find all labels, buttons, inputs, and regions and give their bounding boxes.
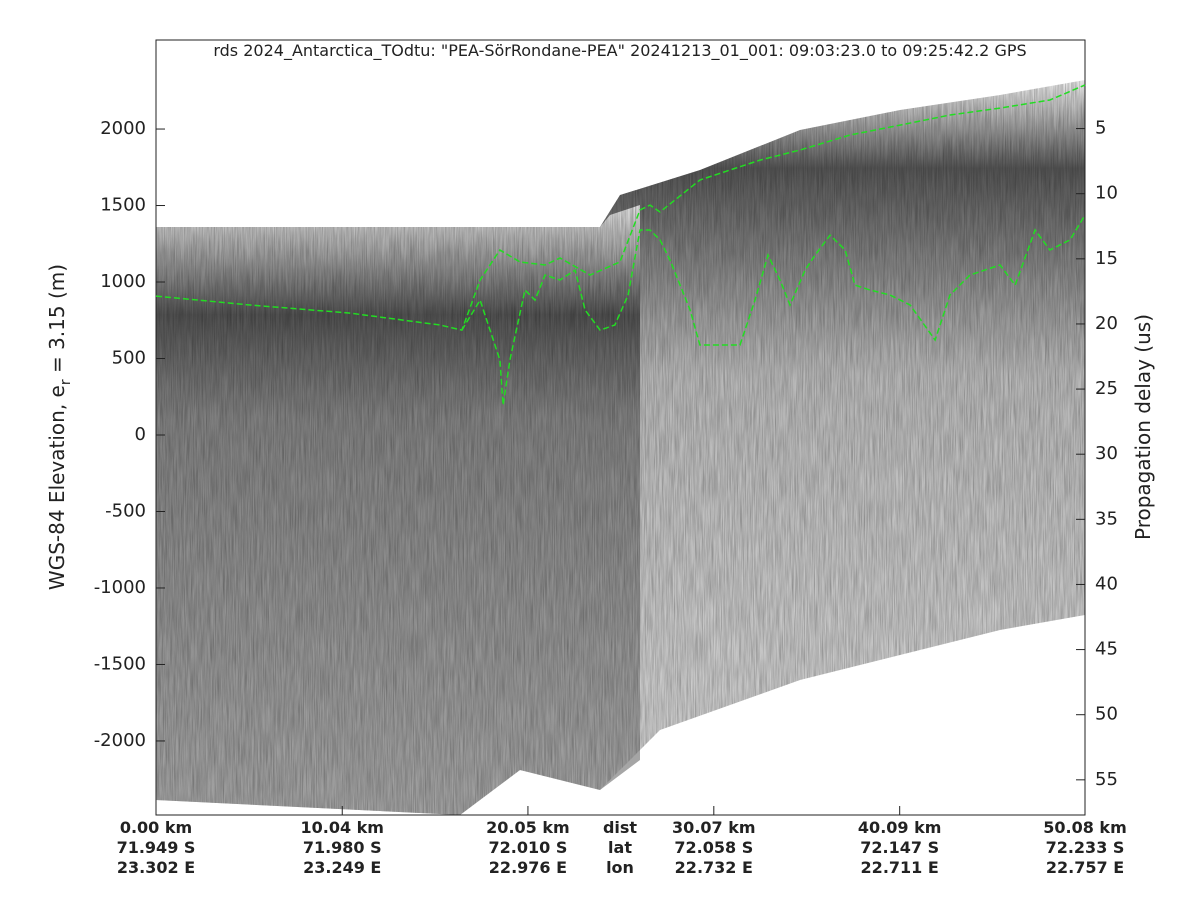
y-tick-label: 1000 bbox=[100, 271, 146, 292]
layer-pick bbox=[461, 214, 1086, 406]
y2-tick-label: 20 bbox=[1095, 313, 1118, 334]
y2-tick-label: 10 bbox=[1095, 183, 1118, 204]
y2-axis-label: Propagation delay (us) bbox=[1131, 314, 1155, 540]
y-label-rest: = 3.15 (m) bbox=[45, 264, 69, 379]
lat-label: 72.147 S bbox=[860, 838, 939, 857]
x-tick-label: 30.07 km bbox=[672, 818, 756, 837]
y-label-main: WGS-84 Elevation, e bbox=[45, 385, 69, 590]
y-tick-label: 2000 bbox=[100, 118, 146, 139]
y-tick-label: -500 bbox=[105, 500, 146, 521]
y-tick-label: -1500 bbox=[94, 653, 146, 674]
layer-pick bbox=[155, 84, 1086, 331]
y-tick-label: 1500 bbox=[100, 195, 146, 216]
x-tick-label: 0.00 km bbox=[120, 818, 192, 837]
y2-tick-label: 40 bbox=[1095, 573, 1118, 594]
y-tick-label: 500 bbox=[112, 348, 146, 369]
x-tick-label: 40.09 km bbox=[858, 818, 942, 837]
y2-tick-label: 50 bbox=[1095, 704, 1118, 725]
x-tick-label: 10.04 km bbox=[300, 818, 384, 837]
lat-label: 71.949 S bbox=[117, 838, 196, 857]
y2-tick-label: 35 bbox=[1095, 508, 1118, 529]
row-name: lon bbox=[606, 858, 634, 877]
y-tick-label: 0 bbox=[135, 424, 146, 445]
lon-label: 23.249 E bbox=[303, 858, 381, 877]
y-tick-label: -2000 bbox=[94, 730, 146, 751]
lon-label: 22.732 E bbox=[675, 858, 753, 877]
lon-label: 22.711 E bbox=[861, 858, 939, 877]
lon-label: 22.757 E bbox=[1046, 858, 1124, 877]
lon-label: 23.302 E bbox=[117, 858, 195, 877]
y2-tick-label: 5 bbox=[1095, 118, 1106, 139]
y2-tick-label: 25 bbox=[1095, 378, 1118, 399]
y2-tick-label: 30 bbox=[1095, 443, 1118, 464]
y2-tick-label: 55 bbox=[1095, 769, 1118, 790]
y-label-sub: r bbox=[58, 379, 74, 385]
lat-label: 71.980 S bbox=[303, 838, 382, 857]
y2-tick-label: 45 bbox=[1095, 639, 1118, 660]
chart-title: rds 2024_Antarctica_TOdtu: "PEA-SörRonda… bbox=[213, 41, 1026, 61]
lon-label: 22.976 E bbox=[489, 858, 567, 877]
row-name: dist bbox=[603, 818, 637, 837]
y-tick-label: -1000 bbox=[94, 577, 146, 598]
lat-label: 72.010 S bbox=[489, 838, 568, 857]
row-name: lat bbox=[608, 838, 632, 857]
lat-label: 72.058 S bbox=[674, 838, 753, 857]
lat-label: 72.233 S bbox=[1046, 838, 1125, 857]
x-tick-label: 50.08 km bbox=[1043, 818, 1127, 837]
y2-tick-label: 15 bbox=[1095, 248, 1118, 269]
echogram bbox=[156, 80, 1085, 815]
x-tick-label: 20.05 km bbox=[486, 818, 570, 837]
plot-frame bbox=[155, 39, 1086, 816]
y-axis-label: WGS-84 Elevation, er = 3.15 (m) bbox=[45, 264, 74, 590]
